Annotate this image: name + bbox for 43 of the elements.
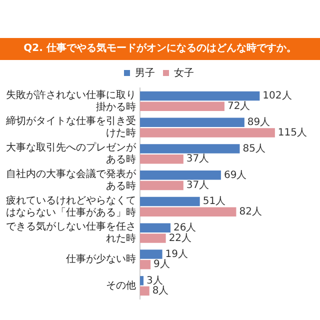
- bar: [140, 250, 162, 259]
- y-tick-label: 締切がタイトな仕事を引き受けた時: [5, 115, 136, 140]
- data-label: 72人: [227, 100, 250, 112]
- data-label: 115人: [278, 127, 308, 138]
- bar: [140, 154, 184, 164]
- data-label: 102人: [262, 90, 292, 102]
- data-label: 85人: [242, 143, 266, 154]
- y-tick-label: 疲れているけれどやらなくてはならない「仕事がある」時: [6, 194, 136, 218]
- data-label: 82人: [239, 206, 262, 218]
- bar: [140, 196, 200, 206]
- legend-label: 男子: [135, 68, 155, 79]
- bar: [140, 91, 260, 101]
- data-label: 22人: [168, 232, 192, 244]
- bar: [140, 286, 150, 296]
- data-label: 19人: [165, 248, 188, 260]
- bar: [140, 144, 240, 154]
- bar: [140, 170, 221, 180]
- data-label: 8人: [152, 286, 169, 297]
- bar: [140, 223, 171, 233]
- bar: [140, 118, 244, 128]
- data-label: 51人: [202, 196, 226, 208]
- bar: [140, 102, 224, 111]
- data-label: 37人: [186, 154, 210, 165]
- bar: [140, 276, 144, 286]
- y-tick-label: 自社内の大事な会議で発表がある時: [6, 168, 137, 192]
- data-label: 9人: [154, 259, 170, 270]
- bar: [140, 128, 275, 138]
- chart-title: Q2. 仕事でやる気モードがオンになるのはどんな時ですか。: [0, 38, 320, 60]
- data-label: 3人: [146, 275, 163, 286]
- bar: [140, 234, 166, 243]
- y-tick-label: 失敗が許されない仕事に取り掛かる時: [6, 88, 136, 113]
- data-label: 69人: [224, 170, 247, 181]
- y-tick-label: 仕事が少ない時: [66, 253, 136, 266]
- data-label: 37人: [186, 180, 210, 192]
- data-label: 89人: [247, 117, 270, 128]
- bar: [140, 207, 236, 216]
- y-tick-label: できる気がしない仕事を任された時: [6, 220, 136, 245]
- legend-label: 女子: [174, 66, 194, 79]
- y-tick-label: その他: [106, 279, 136, 292]
- bar: [140, 180, 184, 190]
- data-label: 26人: [174, 222, 196, 234]
- bar: [140, 260, 151, 270]
- y-tick-label: 大事な取引先へのプレゼンがある時: [6, 142, 137, 166]
